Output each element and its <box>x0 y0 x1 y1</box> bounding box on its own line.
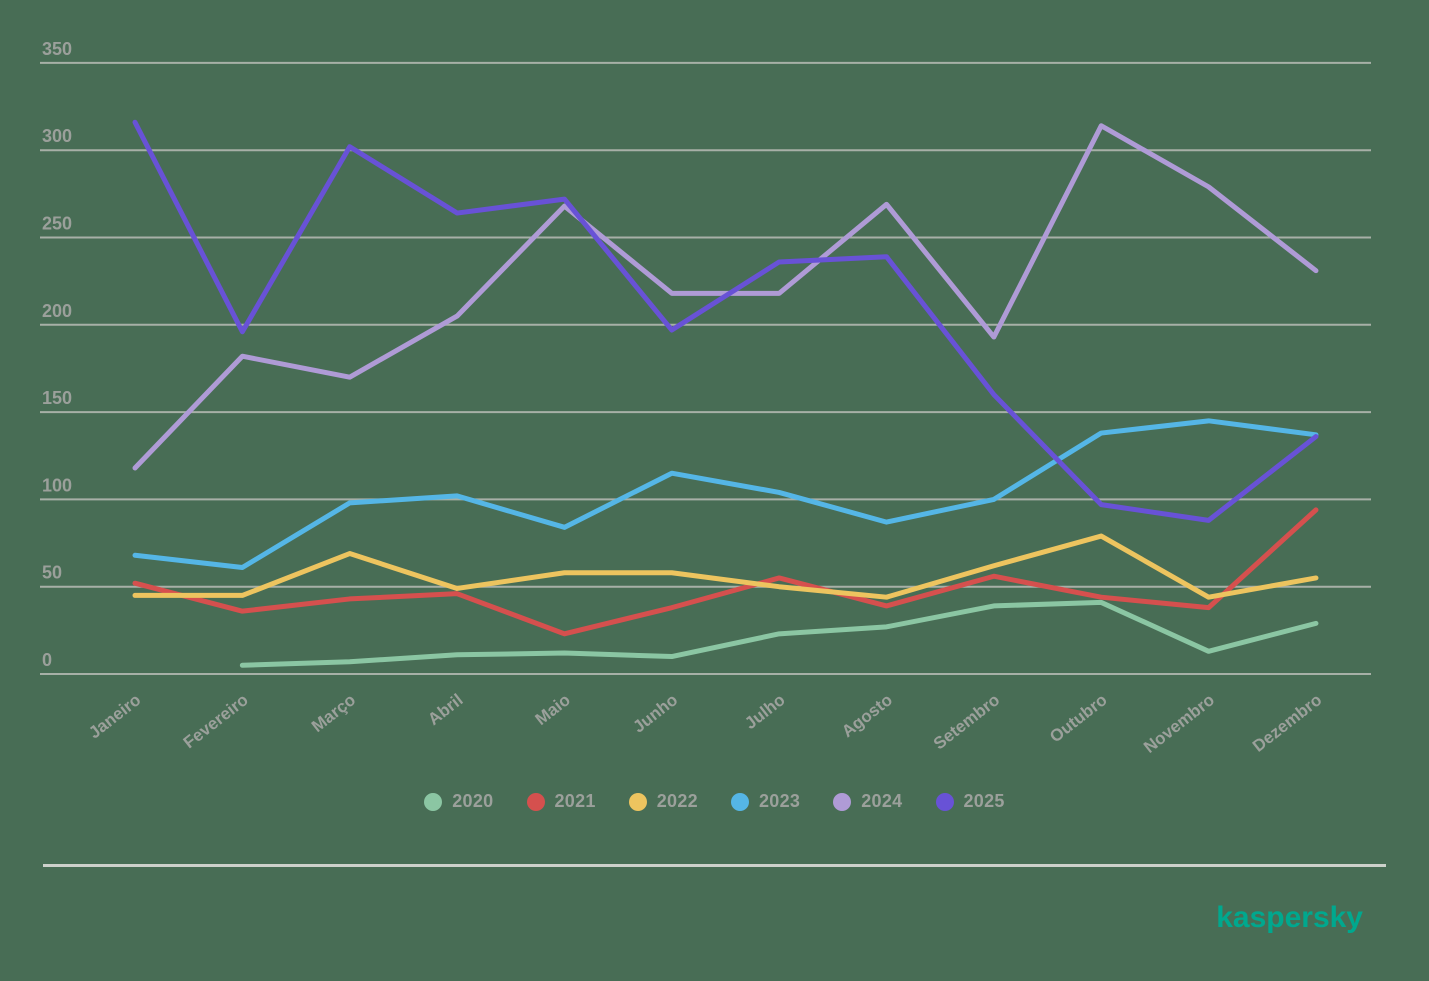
y-tick-label: 200 <box>42 301 72 321</box>
legend-item-2024: 2024 <box>833 791 902 812</box>
x-tick-label: Maio <box>532 690 574 729</box>
legend-label: 2020 <box>452 791 494 811</box>
x-tick-label: Outubro <box>1046 690 1111 746</box>
legend-item-2020: 2020 <box>424 791 493 812</box>
legend-label: 2022 <box>656 791 698 811</box>
y-tick-label: 50 <box>42 563 62 583</box>
y-tick-label: 0 <box>42 650 52 670</box>
series-line-2022 <box>132 533 1319 600</box>
legend-dot-2024 <box>833 792 852 811</box>
legend-label: 2025 <box>963 791 1005 811</box>
legend-dot-2020 <box>424 792 443 811</box>
x-tick-label: Dezembro <box>1249 690 1325 756</box>
x-tick-label: Abril <box>424 690 466 729</box>
y-tick-label: 300 <box>42 126 72 146</box>
legend-dot-2021 <box>526 792 545 811</box>
legend-item-2022: 2022 <box>628 791 698 812</box>
legend: 2020 2021 2022 2023 2024 2025 <box>0 791 1429 812</box>
series-line-2025 <box>132 119 1319 523</box>
y-tick-label: 100 <box>42 475 72 495</box>
x-tick-label: Setembro <box>930 690 1003 753</box>
legend-item-2025: 2025 <box>935 791 1005 812</box>
legend-label: 2023 <box>759 791 801 811</box>
series-line-2020 <box>239 599 1319 668</box>
y-tick-label: 150 <box>42 388 72 408</box>
y-tick-label: 250 <box>42 214 72 234</box>
x-tick-label: Novembro <box>1140 690 1218 757</box>
kaspersky-logo: kaspersky <box>1216 901 1363 934</box>
legend-label: 2024 <box>861 791 903 811</box>
series-line-2021 <box>132 507 1319 637</box>
legend-label: 2021 <box>554 791 596 811</box>
y-tick-label: 350 <box>42 39 72 59</box>
x-tick-label: Junho <box>629 690 681 736</box>
legend-dot-2025 <box>935 792 954 811</box>
legend-item-2023: 2023 <box>731 791 800 812</box>
x-tick-label: Fevereiro <box>180 690 252 752</box>
separator-line <box>43 864 1386 867</box>
x-tick-label: Março <box>308 690 359 736</box>
legend-dot-2023 <box>731 792 749 811</box>
x-tick-label: Janeiro <box>85 690 144 742</box>
x-tick-label: Agosto <box>838 690 896 741</box>
x-tick-label: Julho <box>741 690 788 733</box>
legend-dot-2022 <box>628 792 647 811</box>
series-line-2023 <box>132 418 1319 570</box>
legend-item-2021: 2021 <box>526 791 596 812</box>
